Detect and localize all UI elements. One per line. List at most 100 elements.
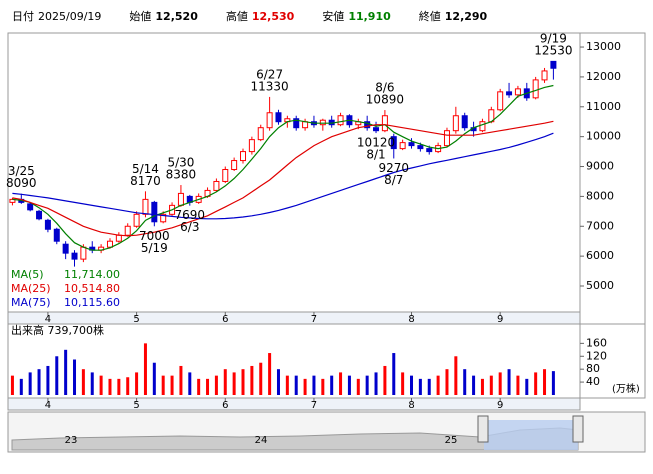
volume-bar [197, 378, 201, 395]
volume-bar [117, 378, 121, 395]
y-tick-label: 5000 [586, 279, 614, 292]
annotation-value: 8170 [130, 174, 161, 188]
candle-body [373, 127, 380, 132]
volume-bar [356, 378, 360, 395]
volume-bar [37, 369, 41, 395]
candle-body [390, 136, 397, 150]
volume-bar [463, 369, 467, 395]
x-tick-label: 6 [222, 400, 228, 411]
navigator-window[interactable] [484, 420, 578, 450]
volume-bar [108, 378, 112, 395]
navigator-label: 25 [445, 435, 458, 446]
candle-body [36, 210, 43, 220]
y-tick-label: 13000 [586, 40, 621, 53]
candle-body [27, 203, 34, 211]
annotation-date: 8/7 [384, 173, 403, 187]
volume-bar [268, 353, 272, 395]
candle-body [497, 91, 504, 111]
volume-bar [250, 365, 254, 395]
annotation-date: 6/3 [180, 220, 199, 234]
navigator-handle[interactable] [477, 415, 489, 443]
x-tick-label: 4 [45, 314, 51, 325]
volume-bar [516, 375, 520, 395]
x-tick-label: 8 [408, 400, 414, 411]
candle-body [426, 148, 433, 153]
volume-bar [401, 372, 405, 395]
volume-bar [418, 378, 422, 395]
legend-name: MA(5) [11, 268, 44, 281]
candle-body [44, 219, 51, 230]
volume-bar [525, 378, 529, 395]
volume-bar [480, 378, 484, 395]
navigator-label: 24 [255, 435, 268, 446]
annotation-value: 8090 [6, 176, 37, 190]
candle-body [53, 228, 60, 242]
volume-bar [81, 369, 85, 395]
legend-bg [9, 283, 127, 296]
header-value: 12,290 [445, 10, 488, 23]
volume-bar [276, 369, 280, 395]
volume-bar [507, 369, 511, 395]
legend-value: 10,514.80 [64, 282, 120, 295]
y-tick-label: 160 [586, 336, 607, 349]
annotation-date: 8/6 [375, 81, 394, 95]
volume-bar [55, 356, 59, 395]
y-tick-label: 10000 [586, 130, 621, 143]
volume-bar [303, 378, 307, 395]
legend-name: MA(25) [11, 282, 51, 295]
volume-bar [170, 375, 174, 395]
volume-bar [543, 369, 547, 395]
volume-bar [241, 369, 245, 395]
volume-bar [19, 378, 23, 395]
month-strip [7, 397, 581, 411]
volume-bar [99, 375, 103, 395]
volume-bar [232, 372, 236, 395]
volume-unit: (万株) [612, 382, 640, 395]
candle-body [62, 243, 69, 254]
header-label: 日付 [12, 10, 34, 23]
candle-body [452, 115, 459, 132]
legend-value: 11,714.00 [64, 268, 120, 281]
volume-bar [135, 372, 139, 395]
volume-bar [188, 372, 192, 395]
candle-body [266, 112, 273, 129]
annotation-value: 7690 [175, 208, 206, 222]
candle-body [80, 246, 87, 260]
volume-bar [206, 378, 210, 395]
volume-bar [161, 375, 165, 395]
annotation-value: 9270 [378, 161, 409, 175]
candle-body [275, 112, 282, 123]
candle-body [177, 192, 184, 206]
y-tick-label: 8000 [586, 189, 614, 202]
x-tick-label: 7 [311, 314, 317, 325]
legend-bg [9, 297, 127, 310]
y-tick-label: 6000 [586, 249, 614, 262]
legend-name: MA(75) [11, 296, 51, 309]
annotation-date: 6/27 [256, 67, 283, 81]
x-tick-label: 9 [497, 314, 503, 325]
annotation-date: 5/14 [132, 162, 159, 176]
candle-body [213, 180, 220, 191]
x-tick-label: 5 [133, 400, 139, 411]
header-label: 終値 [419, 9, 441, 23]
navigator-handle[interactable] [572, 415, 584, 443]
candle-body [461, 115, 468, 129]
candle-body [151, 201, 158, 223]
candle-body [240, 151, 247, 162]
volume-bar [551, 371, 555, 395]
x-tick-label: 8 [408, 314, 414, 325]
volume-bar [410, 375, 414, 395]
header-value: 11,910 [348, 10, 391, 23]
month-strip [7, 311, 581, 325]
x-tick-label: 7 [311, 400, 317, 411]
candle-body [302, 121, 309, 129]
volume-bar [223, 369, 227, 395]
annotation-value: 7000 [139, 229, 170, 243]
header-label: 安値 [322, 9, 344, 23]
y-tick-label: 120 [586, 349, 607, 362]
annotation-date: 5/19 [141, 241, 168, 255]
volume-bar [46, 365, 50, 395]
header-value: 2025/09/19 [38, 10, 101, 23]
volume-bar [64, 349, 68, 395]
